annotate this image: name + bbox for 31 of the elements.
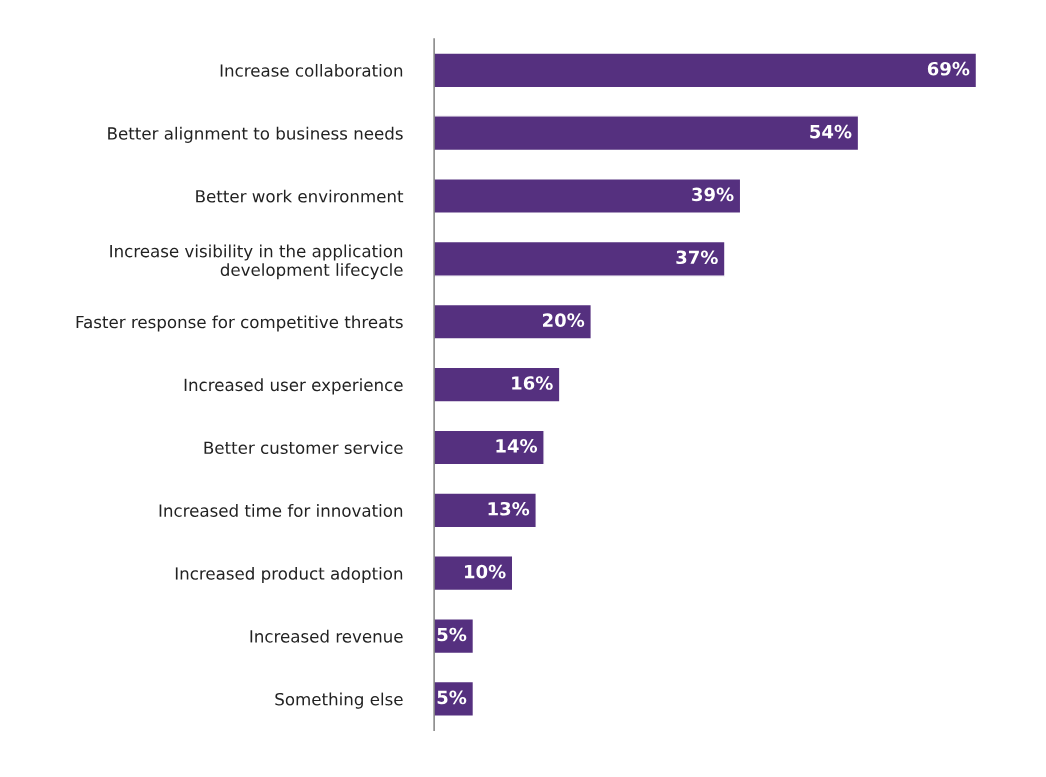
data-label: 69% <box>927 61 970 76</box>
y-tick-label: Better customer service <box>204 441 403 455</box>
bar <box>434 178 742 214</box>
y-tick-label: Better work environment <box>196 189 404 203</box>
bar <box>434 492 537 529</box>
y-tick-label: Increased revenue <box>250 629 403 643</box>
data-label: 54% <box>810 124 852 139</box>
data-label: 5% <box>437 627 467 642</box>
y-tick-label: Faster response for competitive threats <box>76 315 403 332</box>
data-label: 5% <box>437 690 467 705</box>
data-label: 20% <box>543 313 585 327</box>
bar <box>434 115 860 152</box>
y-tick-label: Increased user experience <box>184 378 403 395</box>
bar <box>434 555 514 592</box>
data-label: 37% <box>676 250 718 265</box>
y-tick-label: Increased time for innovation <box>159 504 403 517</box>
bar <box>434 52 978 89</box>
y-tick-label: Increase visibility in the application development lifecycle <box>110 244 403 280</box>
data-label: 14% <box>496 439 538 453</box>
y-tick-label: Increase collaboration <box>220 63 403 77</box>
bar <box>434 240 726 277</box>
y-tick-label: Increased product adoption <box>175 566 403 584</box>
bar <box>434 303 592 340</box>
y-tick-label: Something else <box>275 692 403 709</box>
data-label: 10% <box>465 564 506 579</box>
bar <box>434 429 545 466</box>
data-label: 39% <box>692 187 734 202</box>
data-label: 16% <box>512 376 553 390</box>
data-label: 13% <box>488 501 530 516</box>
bar <box>434 366 561 403</box>
y-tick-label: Better alignment to business needs <box>108 126 403 143</box>
